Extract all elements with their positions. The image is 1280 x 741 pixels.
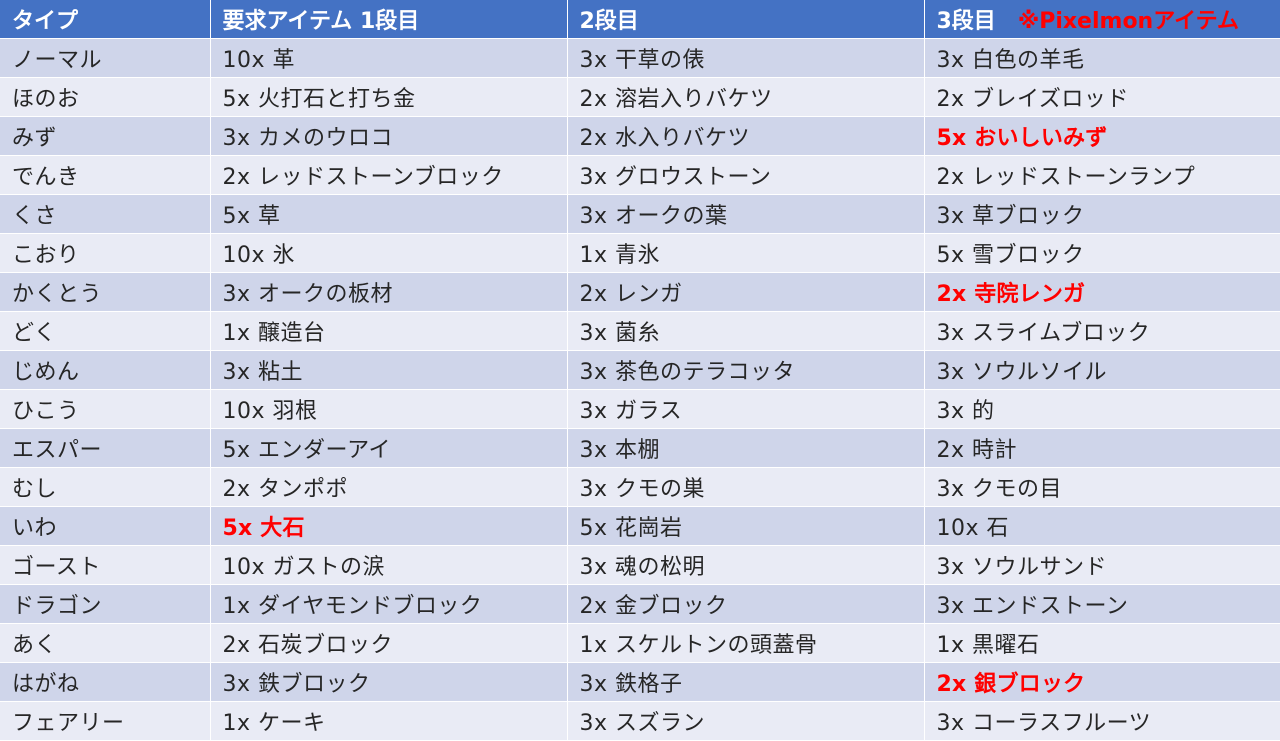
- table-row: はがね 3x 鉄ブロック 3x 鉄格子 2x 銀ブロック: [0, 662, 1280, 702]
- tier1-cell: 10x ガストの涙: [210, 545, 568, 585]
- tier2-cell: 3x 魂の松明: [567, 545, 925, 585]
- header-tier1: 要求アイテム 1段目: [210, 0, 568, 39]
- type-cell: はがね: [0, 662, 211, 702]
- tier3-cell: 2x 時計: [924, 428, 1280, 468]
- tier3-cell: 2x 寺院レンガ: [924, 272, 1280, 312]
- tier2-cell: 3x 干草の俵: [567, 38, 925, 78]
- tier1-cell: 10x 革: [210, 38, 568, 78]
- tier1-cell: 3x 粘土: [210, 350, 568, 390]
- type-cell: ゴースト: [0, 545, 211, 585]
- table-row: どく 1x 醸造台 3x 菌糸 3x スライムブロック: [0, 311, 1280, 351]
- type-cell: フェアリー: [0, 701, 211, 741]
- tier1-cell: 5x 大石: [210, 506, 568, 546]
- type-cell: じめん: [0, 350, 211, 390]
- header-tier3: 3段目 ※Pixelmonアイテム: [924, 0, 1280, 39]
- tier3-cell: 3x スライムブロック: [924, 311, 1280, 351]
- tier2-cell: 2x 金ブロック: [567, 584, 925, 624]
- table-row: いわ 5x 大石 5x 花崗岩 10x 石: [0, 506, 1280, 546]
- tier2-cell: 3x オークの葉: [567, 194, 925, 234]
- tier1-cell: 1x 醸造台: [210, 311, 568, 351]
- table-row: ゴースト 10x ガストの涙 3x 魂の松明 3x ソウルサンド: [0, 545, 1280, 585]
- table-row: じめん 3x 粘土 3x 茶色のテラコッタ 3x ソウルソイル: [0, 350, 1280, 390]
- type-cell: いわ: [0, 506, 211, 546]
- tier3-cell: 3x ソウルソイル: [924, 350, 1280, 390]
- tier1-cell: 2x レッドストーンブロック: [210, 155, 568, 195]
- tier1-cell: 3x 鉄ブロック: [210, 662, 568, 702]
- tier1-cell: 3x オークの板材: [210, 272, 568, 312]
- table-row: でんき 2x レッドストーンブロック 3x グロウストーン 2x レッドストーンランプ: [0, 155, 1280, 195]
- tier1-cell: 5x 火打石と打ち金: [210, 77, 568, 117]
- type-cell: ほのお: [0, 77, 211, 117]
- table-row: あく 2x 石炭ブロック 1x スケルトンの頭蓋骨 1x 黒曜石: [0, 623, 1280, 663]
- tier1-cell: 2x 石炭ブロック: [210, 623, 568, 663]
- tier2-cell: 2x レンガ: [567, 272, 925, 312]
- tier2-cell: 3x 菌糸: [567, 311, 925, 351]
- tier3-cell: 3x エンドストーン: [924, 584, 1280, 624]
- type-cell: どく: [0, 311, 211, 351]
- type-cell: ドラゴン: [0, 584, 211, 624]
- type-cell: かくとう: [0, 272, 211, 312]
- tier2-cell: 1x 青氷: [567, 233, 925, 273]
- tier2-cell: 2x 溶岩入りバケツ: [567, 77, 925, 117]
- header-row: タイプ 要求アイテム 1段目 2段目 3段目 ※Pixelmonアイテム: [0, 0, 1280, 39]
- tier2-cell: 3x 鉄格子: [567, 662, 925, 702]
- table-row: フェアリー 1x ケーキ 3x スズラン 3x コーラスフルーツ: [0, 701, 1280, 741]
- table-row: かくとう 3x オークの板材 2x レンガ 2x 寺院レンガ: [0, 272, 1280, 312]
- table-row: むし 2x タンポポ 3x クモの巣 3x クモの目: [0, 467, 1280, 507]
- header-type: タイプ: [0, 0, 211, 39]
- tier1-cell: 10x 羽根: [210, 389, 568, 429]
- tier3-cell: 3x クモの目: [924, 467, 1280, 507]
- header-tier2: 2段目: [567, 0, 925, 39]
- tier3-cell: 3x 白色の羊毛: [924, 38, 1280, 78]
- table-row: ドラゴン 1x ダイヤモンドブロック 2x 金ブロック 3x エンドストーン: [0, 584, 1280, 624]
- type-cell: エスパー: [0, 428, 211, 468]
- table-row: みず 3x カメのウロコ 2x 水入りバケツ 5x おいしいみず: [0, 116, 1280, 156]
- tier3-cell: 10x 石: [924, 506, 1280, 546]
- tier2-cell: 3x スズラン: [567, 701, 925, 741]
- tier1-cell: 5x 草: [210, 194, 568, 234]
- tier1-cell: 3x カメのウロコ: [210, 116, 568, 156]
- tier3-cell: 1x 黒曜石: [924, 623, 1280, 663]
- tier3-cell: 3x 草ブロック: [924, 194, 1280, 234]
- type-cell: ひこう: [0, 389, 211, 429]
- table-row: こおり 10x 氷 1x 青氷 5x 雪ブロック: [0, 233, 1280, 273]
- table-row: ひこう 10x 羽根 3x ガラス 3x 的: [0, 389, 1280, 429]
- tier2-cell: 2x 水入りバケツ: [567, 116, 925, 156]
- table-row: ノーマル 10x 革 3x 干草の俵 3x 白色の羊毛: [0, 38, 1280, 78]
- tier3-cell: 5x 雪ブロック: [924, 233, 1280, 273]
- table-body: ノーマル 10x 革 3x 干草の俵 3x 白色の羊毛 ほのお 5x 火打石と打ち金 2x …: [0, 38, 1280, 741]
- tier1-cell: 1x ダイヤモンドブロック: [210, 584, 568, 624]
- tier1-cell: 1x ケーキ: [210, 701, 568, 741]
- tier3-cell: 3x コーラスフルーツ: [924, 701, 1280, 741]
- tier2-cell: 5x 花崗岩: [567, 506, 925, 546]
- type-cell: みず: [0, 116, 211, 156]
- tier2-cell: 3x 茶色のテラコッタ: [567, 350, 925, 390]
- type-cell: むし: [0, 467, 211, 507]
- tier1-cell: 10x 氷: [210, 233, 568, 273]
- tier2-cell: 3x 本棚: [567, 428, 925, 468]
- tier3-cell: 2x レッドストーンランプ: [924, 155, 1280, 195]
- tier2-cell: 3x ガラス: [567, 389, 925, 429]
- type-cell: こおり: [0, 233, 211, 273]
- header-tier3-label: 3段目: [936, 8, 996, 34]
- tier1-cell: 5x エンダーアイ: [210, 428, 568, 468]
- tier3-cell: 2x ブレイズロッド: [924, 77, 1280, 117]
- type-cell: でんき: [0, 155, 211, 195]
- tier2-cell: 1x スケルトンの頭蓋骨: [567, 623, 925, 663]
- tier3-cell: 3x ソウルサンド: [924, 545, 1280, 585]
- tier2-cell: 3x クモの巣: [567, 467, 925, 507]
- type-cell: ノーマル: [0, 38, 211, 78]
- type-cell: くさ: [0, 194, 211, 234]
- table-row: くさ 5x 草 3x オークの葉 3x 草ブロック: [0, 194, 1280, 234]
- table-row: エスパー 5x エンダーアイ 3x 本棚 2x 時計: [0, 428, 1280, 468]
- tier1-cell: 2x タンポポ: [210, 467, 568, 507]
- tier3-cell: 3x 的: [924, 389, 1280, 429]
- tier3-cell: 2x 銀ブロック: [924, 662, 1280, 702]
- type-cell: あく: [0, 623, 211, 663]
- table-row: ほのお 5x 火打石と打ち金 2x 溶岩入りバケツ 2x ブレイズロッド: [0, 77, 1280, 117]
- tier2-cell: 3x グロウストーン: [567, 155, 925, 195]
- pixelmon-note: ※Pixelmonアイテム: [1017, 8, 1240, 34]
- tier3-cell: 5x おいしいみず: [924, 116, 1280, 156]
